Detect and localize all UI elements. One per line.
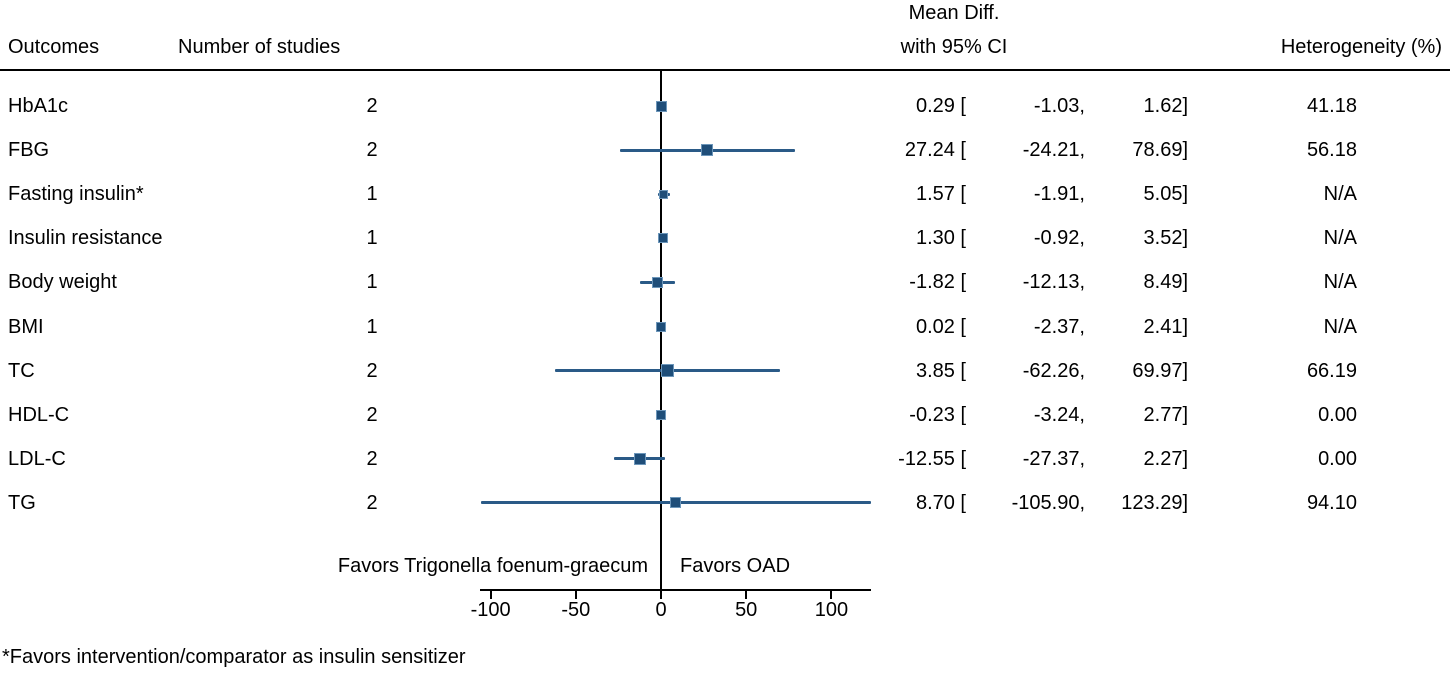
ci-upper-value: 123.29] <box>1121 491 1188 514</box>
estimate-value: 27.24 [ <box>904 139 966 162</box>
heterogeneity-value: N/A <box>1323 227 1357 250</box>
ci-lower-value: -3.24, <box>1033 403 1085 426</box>
x-axis-tick <box>660 591 662 599</box>
x-axis-tick <box>574 591 577 599</box>
ci-upper-value: 8.49] <box>1143 271 1188 294</box>
ci-lower-value: -1.03, <box>1033 95 1085 117</box>
forest-marker <box>633 452 646 465</box>
ci-upper-value: 5.05] <box>1143 183 1188 206</box>
estimate-value: 8.70 [ <box>915 491 966 514</box>
column-header-effect-line2: with 95% CI <box>900 36 1008 58</box>
forest-marker <box>656 100 667 112</box>
outcome-label: LDL-C <box>8 447 66 470</box>
n-studies-value: 1 <box>366 183 378 206</box>
forest-marker <box>659 189 669 199</box>
x-axis-tick-label: -50 <box>561 599 591 621</box>
n-studies-value: 1 <box>366 271 378 294</box>
estimate-value: 3.85 [ <box>915 359 966 382</box>
column-header-effect-line1: Mean Diff. <box>908 2 1000 24</box>
forest-marker <box>658 233 669 244</box>
forest-marker <box>701 144 714 157</box>
heterogeneity-value: 0.00 <box>1318 447 1357 470</box>
heterogeneity-value: 0.00 <box>1318 403 1357 426</box>
ci-lower-value: -24.21, <box>1022 139 1085 162</box>
heterogeneity-value: 94.10 <box>1306 491 1357 514</box>
outcome-label: BMI <box>8 315 44 338</box>
ci-lower-value: -1.91, <box>1033 183 1085 206</box>
n-studies-value: 2 <box>366 95 378 117</box>
heterogeneity-value: N/A <box>1323 315 1357 338</box>
outcome-label: Insulin resistance <box>8 227 163 250</box>
outcome-label: TG <box>8 491 36 514</box>
ci-lower-value: -12.13, <box>1022 271 1085 294</box>
heterogeneity-value: N/A <box>1323 271 1357 294</box>
x-axis-line <box>480 589 871 591</box>
n-studies-value: 2 <box>366 139 378 162</box>
x-axis-tick <box>830 591 833 599</box>
ci-lower-value: -27.37, <box>1022 447 1085 470</box>
estimate-value: 0.29 [ <box>915 95 966 117</box>
outcome-label: Body weight <box>8 271 117 294</box>
ci-lower-value: -2.37, <box>1033 315 1085 338</box>
forest-marker <box>670 497 682 509</box>
ci-upper-value: 3.52] <box>1143 227 1188 250</box>
ci-upper-value: 2.27] <box>1143 447 1188 470</box>
n-studies-value: 2 <box>366 491 378 514</box>
x-axis-tick-label: 50 <box>735 599 758 621</box>
n-studies-value: 2 <box>366 359 378 382</box>
heterogeneity-value: N/A <box>1323 183 1357 206</box>
ci-lower-value: -62.26, <box>1022 359 1085 382</box>
heterogeneity-value: 56.18 <box>1306 139 1357 162</box>
x-axis-tick <box>489 591 492 599</box>
x-axis-tick-label: 100 <box>814 599 849 621</box>
ci-upper-value: 2.77] <box>1143 403 1188 426</box>
heterogeneity-value: 41.18 <box>1306 95 1357 117</box>
ci-lower-value: -105.90, <box>1011 491 1085 514</box>
favors-right-label: Favors OAD <box>680 555 791 577</box>
x-axis-tick-label: -100 <box>470 599 511 621</box>
outcome-label: Fasting insulin* <box>8 183 144 206</box>
estimate-value: 1.57 [ <box>915 183 966 206</box>
column-header-heterogeneity: Heterogeneity (%) <box>1280 36 1442 58</box>
ci-upper-value: 2.41] <box>1143 315 1188 338</box>
heterogeneity-value: 66.19 <box>1306 359 1357 382</box>
column-header-outcomes: Outcomes <box>8 36 100 58</box>
estimate-value: -0.23 [ <box>909 403 966 426</box>
n-studies-value: 1 <box>366 227 378 250</box>
estimate-value: -12.55 [ <box>898 447 966 470</box>
ci-upper-value: 78.69] <box>1132 139 1188 162</box>
ci-upper-value: 69.97] <box>1132 359 1188 382</box>
forest-marker <box>652 276 664 288</box>
x-axis-tick-label: 0 <box>655 599 667 621</box>
forest-marker <box>655 409 666 420</box>
x-axis-tick <box>745 591 748 599</box>
outcome-label: FBG <box>8 139 50 162</box>
estimate-value: 0.02 [ <box>915 315 966 338</box>
n-studies-value: 1 <box>366 315 378 338</box>
outcome-label: HbA1c <box>8 95 69 117</box>
outcome-label: TC <box>8 359 35 382</box>
footnote: *Favors intervention/comparator as insul… <box>2 646 466 668</box>
forest-marker <box>656 321 666 332</box>
estimate-value: -1.82 [ <box>909 271 966 294</box>
favors-left-label: Favors Trigonella foenum-graecum <box>337 555 648 577</box>
header-divider-rule <box>0 69 1450 71</box>
ci-upper-value: 1.62] <box>1143 95 1188 117</box>
n-studies-value: 2 <box>366 447 378 470</box>
column-header-number-of-studies: Number of studies <box>178 36 341 58</box>
estimate-value: 1.30 [ <box>915 227 966 250</box>
forest-marker <box>661 364 675 378</box>
outcome-label: HDL-C <box>8 403 70 426</box>
n-studies-value: 2 <box>366 403 378 426</box>
ci-lower-value: -0.92, <box>1033 227 1085 250</box>
